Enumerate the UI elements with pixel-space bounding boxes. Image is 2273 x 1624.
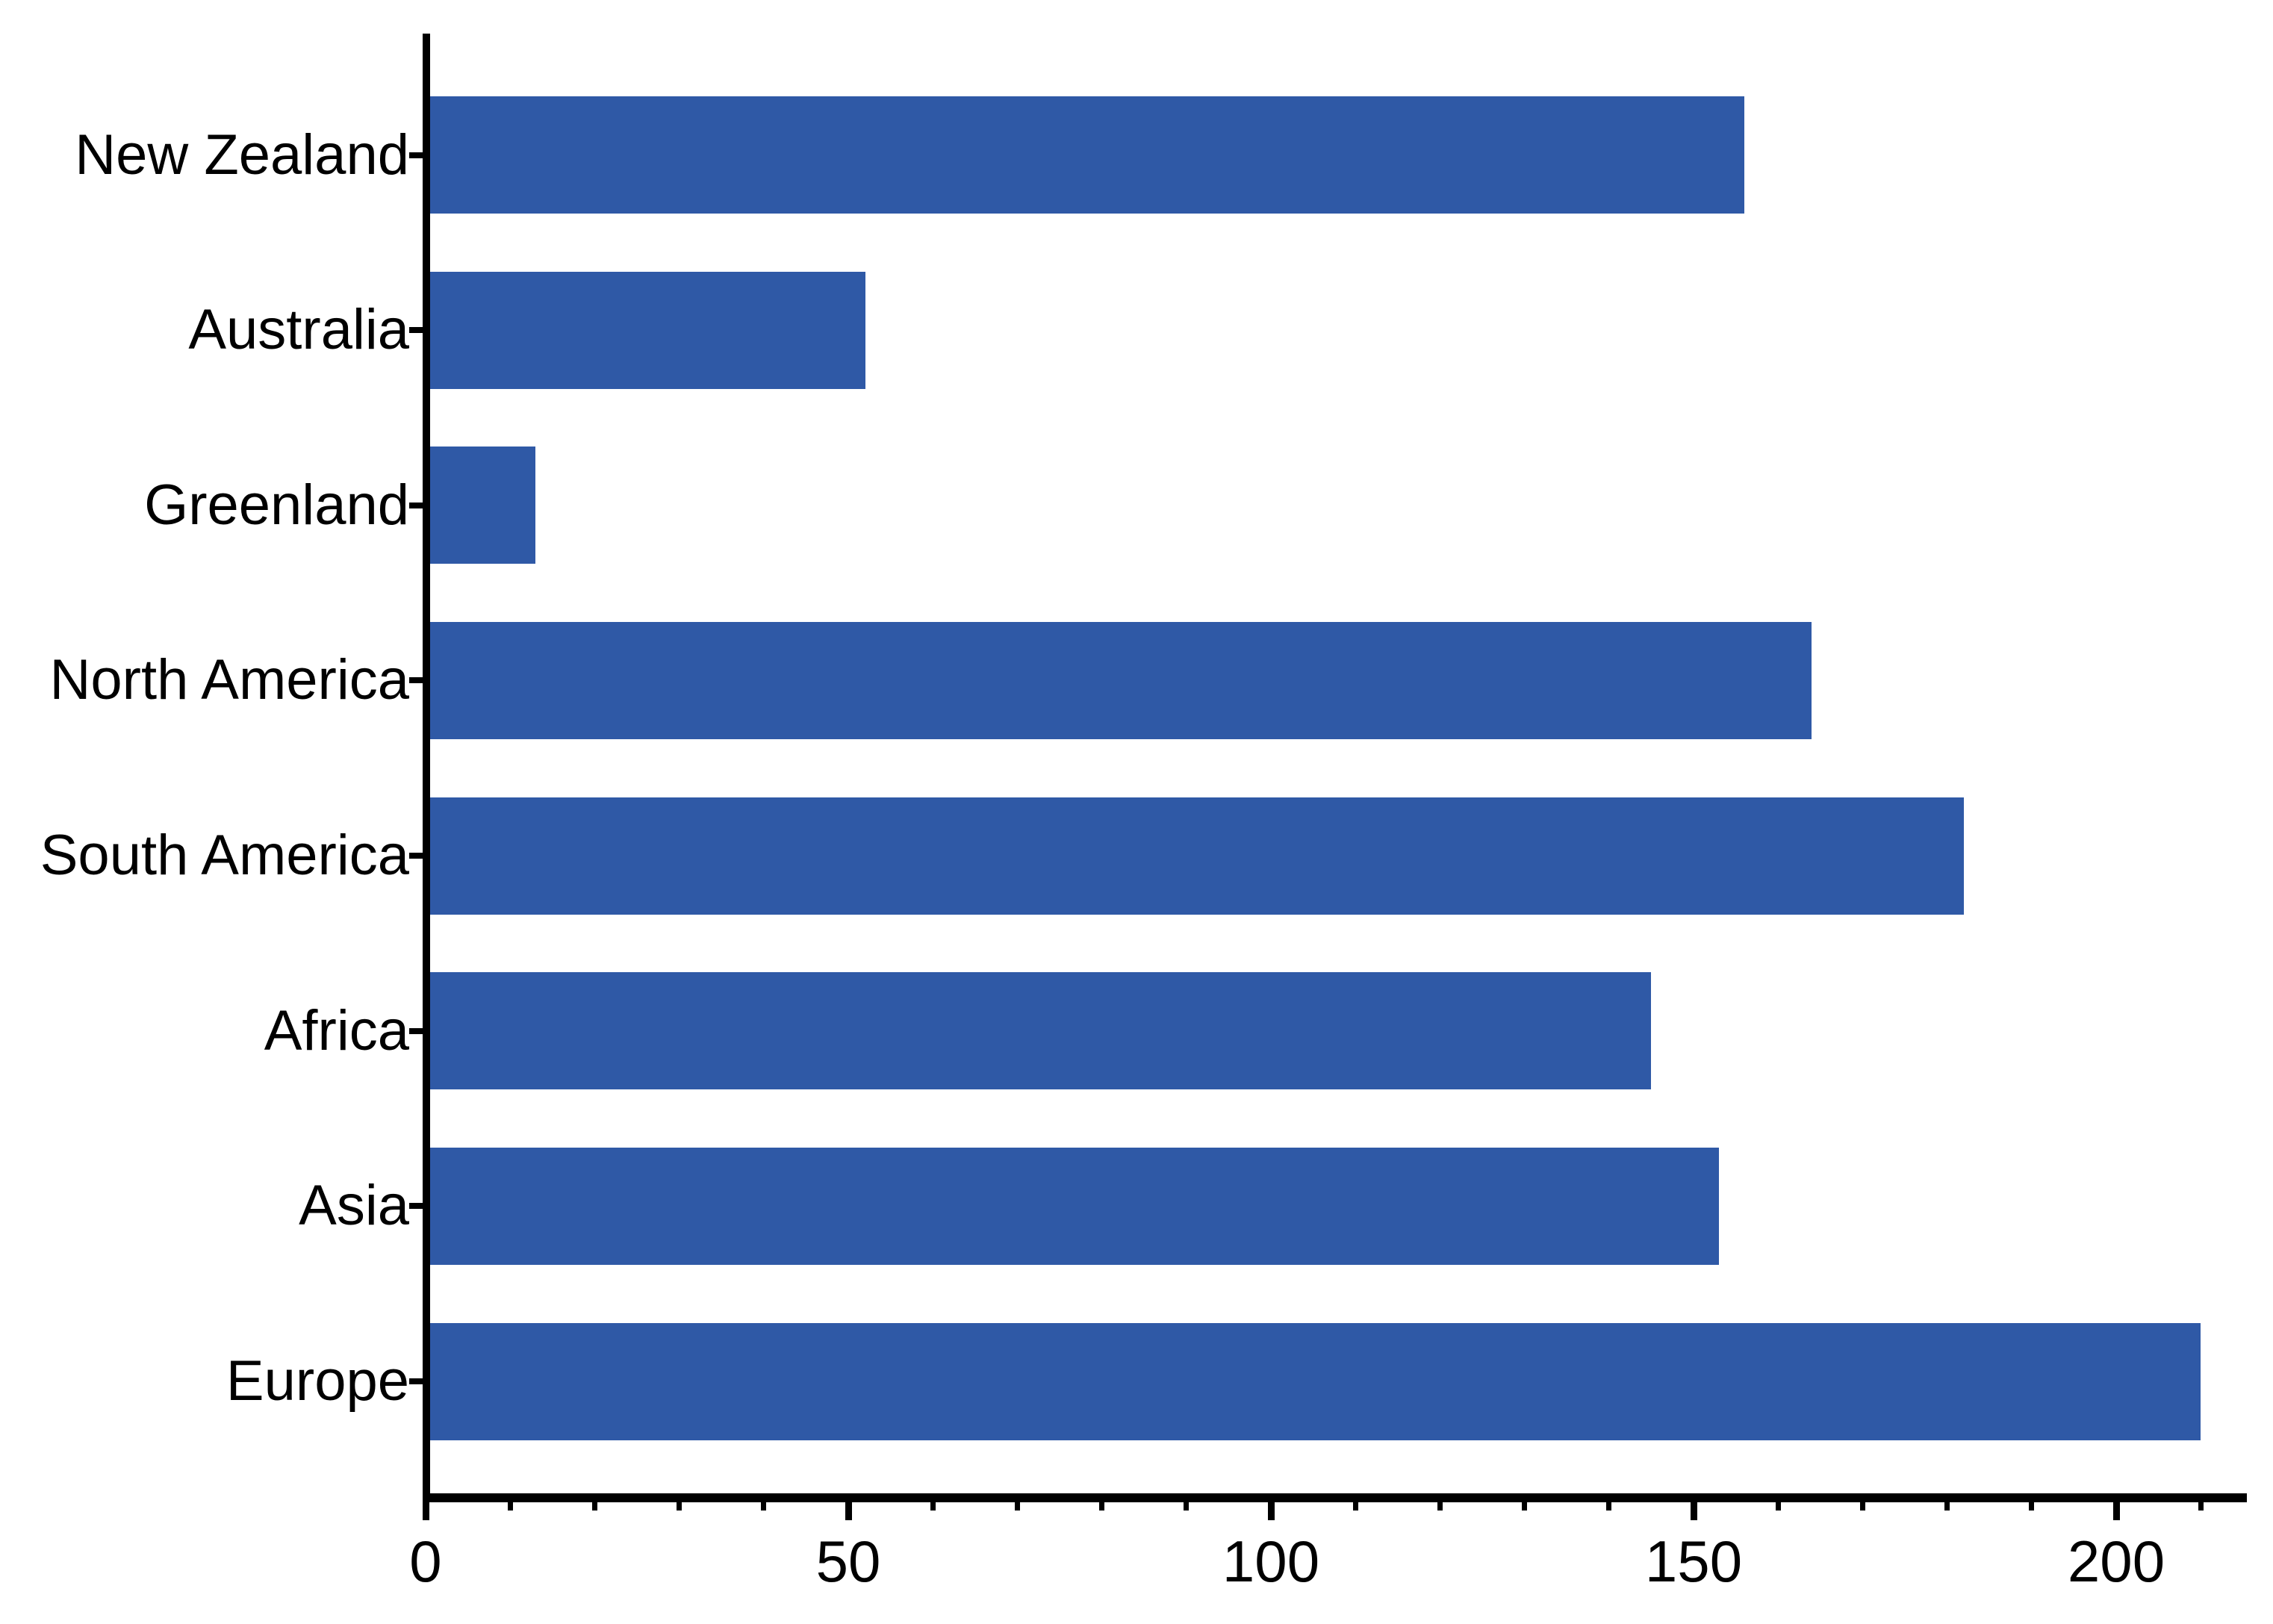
x-axis-minor-tick (2198, 1502, 2204, 1511)
x-axis-tick-label: 150 (1644, 1528, 1743, 1594)
x-axis-minor-tick (507, 1502, 513, 1511)
y-axis-label: Europe (226, 1349, 409, 1413)
x-axis-minor-tick (1859, 1502, 1865, 1511)
bar-north-america (426, 621, 1812, 739)
y-axis-tick (409, 1203, 423, 1210)
x-axis-minor-tick (1352, 1502, 1358, 1511)
x-axis-major-tick (2112, 1502, 2120, 1520)
y-axis-tick (409, 1378, 423, 1385)
y-axis-label: South America (40, 824, 409, 888)
y-axis-tick (409, 853, 423, 859)
bar-new-zealand (426, 96, 1744, 214)
y-axis-tick (409, 1027, 423, 1034)
x-axis-tick-label: 0 (409, 1528, 442, 1594)
x-axis-minor-tick (591, 1502, 597, 1511)
x-axis-major-tick (845, 1502, 852, 1520)
x-axis-minor-tick (1014, 1502, 1020, 1511)
bar-africa (426, 972, 1652, 1090)
y-axis-label: North America (49, 648, 410, 712)
bar-asia (426, 1147, 1719, 1265)
y-axis-tick (409, 677, 423, 684)
bar-europe (426, 1322, 2201, 1440)
y-axis-line (423, 34, 430, 1502)
x-axis-major-tick (422, 1502, 429, 1520)
x-axis-minor-tick (2029, 1502, 2035, 1511)
y-axis-label: New Zealand (75, 122, 409, 187)
y-axis-label: Greenland (144, 473, 409, 537)
y-axis-label: Australia (188, 298, 409, 362)
x-axis-minor-tick (1775, 1502, 1781, 1511)
bar-greenland (426, 447, 536, 564)
x-axis-minor-tick (761, 1502, 767, 1511)
x-axis-line (423, 1493, 2247, 1502)
y-axis-tick (409, 502, 423, 508)
x-axis-minor-tick (930, 1502, 936, 1511)
x-axis-minor-tick (1944, 1502, 1950, 1511)
x-axis-tick-label: 200 (2067, 1528, 2165, 1594)
x-axis-major-tick (1690, 1502, 1697, 1520)
y-axis-label: Africa (264, 998, 409, 1063)
x-axis-minor-tick (1606, 1502, 1612, 1511)
x-axis-minor-tick (1522, 1502, 1528, 1511)
x-axis-minor-tick (1099, 1502, 1105, 1511)
y-axis-label: Asia (299, 1174, 409, 1238)
bar-australia (426, 271, 865, 389)
x-axis-minor-tick (677, 1502, 682, 1511)
x-axis-minor-tick (1184, 1502, 1190, 1511)
x-axis-minor-tick (1437, 1502, 1443, 1511)
x-axis-tick-label: 50 (815, 1528, 881, 1594)
y-axis-tick (409, 152, 423, 158)
x-axis-tick-label: 100 (1222, 1528, 1320, 1594)
y-axis-tick (409, 327, 423, 334)
bar-south-america (426, 797, 1965, 915)
x-axis-major-tick (1267, 1502, 1275, 1520)
